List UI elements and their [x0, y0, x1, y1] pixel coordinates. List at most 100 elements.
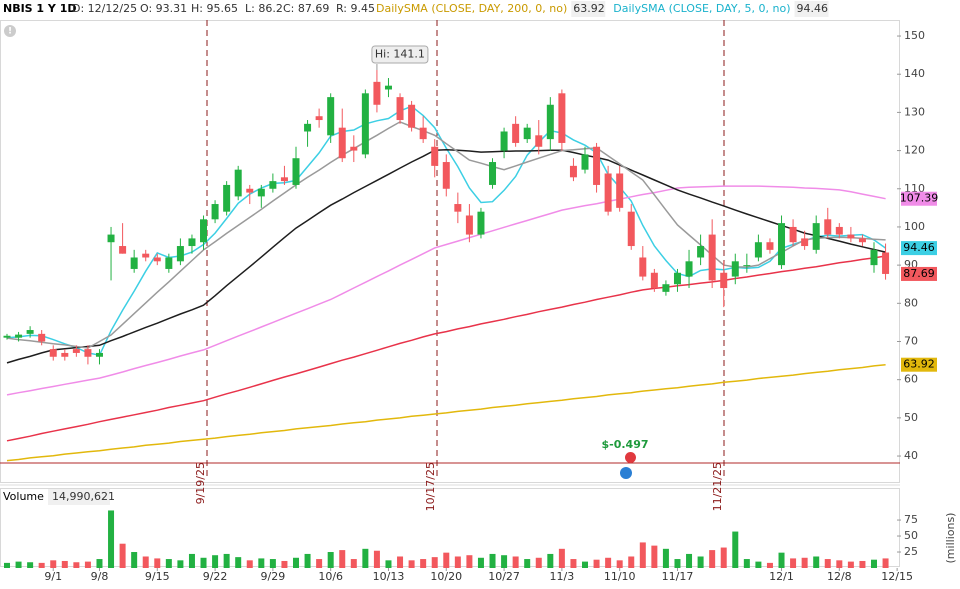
y-tick-label: 70: [904, 334, 918, 347]
candle-body: [650, 272, 658, 289]
volume-bar: [4, 562, 10, 568]
volume-bar: [501, 555, 508, 568]
candle-body: [697, 246, 705, 258]
volume-bar: [847, 561, 854, 568]
high-callout: Hi: 141.1: [375, 48, 425, 61]
volume-bar: [824, 559, 831, 568]
candle-body: [523, 127, 531, 140]
volume-bar: [362, 548, 369, 568]
y-tick-label: 120: [904, 144, 925, 157]
volume-y-tick-label: 50: [904, 529, 918, 542]
volume-bar: [212, 555, 219, 568]
symbol[interactable]: NBIS 1 Y 1D: [3, 2, 77, 15]
dividend-label: $-0.497: [601, 438, 648, 451]
candle-body: [673, 272, 681, 285]
candle-body: [3, 335, 11, 338]
volume-bar: [605, 557, 612, 568]
y-tick-label: 140: [904, 67, 925, 80]
volume-bar: [304, 553, 311, 568]
candle-body: [315, 116, 323, 121]
candle-body: [408, 104, 416, 128]
candle-body: [200, 219, 208, 243]
volume-bar: [119, 543, 126, 568]
x-tick-label: 11/3: [550, 570, 575, 583]
volume-bar: [420, 559, 427, 568]
volume-bar: [258, 558, 265, 568]
volume-bar: [235, 557, 242, 568]
volume-bar: [27, 562, 34, 568]
sma-line: [6, 185, 886, 396]
candle-body: [465, 215, 473, 235]
y-tick-label: 130: [904, 105, 925, 118]
candle-body: [246, 188, 254, 193]
volume-bar: [662, 548, 669, 568]
candle-body: [454, 204, 462, 212]
candle-body: [292, 158, 300, 185]
candle-body: [639, 257, 647, 277]
candle-body: [616, 173, 624, 208]
candle-body: [812, 223, 820, 250]
volume-bar: [165, 559, 172, 568]
legend-value-box: [794, 1, 829, 17]
volume-bar: [524, 559, 531, 568]
candle-body: [26, 330, 34, 334]
x-tick-label: 9/15: [145, 570, 170, 583]
volume-bar: [293, 557, 299, 568]
candle-body: [107, 234, 115, 243]
last-value-tag: [901, 266, 937, 281]
volume-bar: [489, 553, 496, 568]
x-tick-label: 9/22: [203, 570, 228, 583]
candle-body: [95, 352, 103, 357]
volume-bar: [512, 556, 519, 568]
candle-body: [731, 261, 739, 277]
volume-bar: [686, 553, 693, 568]
volume-bar: [709, 550, 716, 568]
candle-body: [789, 226, 797, 243]
x-tick-label: 10/27: [488, 570, 520, 583]
volume-bar: [188, 553, 195, 568]
candle-body: [373, 81, 381, 105]
x-tick-label: 11/10: [604, 570, 636, 583]
x-tick-label: 12/15: [881, 570, 913, 583]
last-value-label: 63.92: [903, 358, 935, 371]
sma-line: [6, 363, 886, 462]
last-value-label: 107.39: [900, 192, 939, 205]
volume-bar: [177, 560, 184, 568]
volume-y-tick-label: 25: [904, 545, 918, 558]
volume-bar: [15, 561, 22, 568]
earnings-icon[interactable]: [625, 452, 636, 463]
volume-bar: [582, 561, 588, 568]
candle-body: [176, 246, 184, 262]
candle-body: [627, 211, 635, 247]
x-tick-label: 11/17: [662, 570, 694, 583]
candle-body: [280, 177, 288, 182]
volume-bar: [639, 542, 646, 568]
candle-body: [593, 146, 601, 185]
x-tick-label: 12/1: [769, 570, 794, 583]
candle-body: [882, 252, 890, 274]
volume-bar: [327, 552, 334, 568]
volume-bar: [813, 556, 820, 568]
candle-body: [569, 165, 577, 178]
alert-icon[interactable]: [4, 25, 16, 37]
candle-body: [234, 169, 242, 197]
candle-body: [361, 93, 369, 155]
header-date: D: 12/12/25: [72, 2, 137, 15]
candle-body: [847, 234, 855, 239]
volume-bar: [778, 552, 785, 568]
volume-bar: [269, 559, 276, 568]
last-value-tag: [901, 191, 937, 206]
volume-bar: [628, 556, 635, 568]
x-tick-label: 9/8: [91, 570, 109, 583]
volume-bar: [790, 558, 797, 568]
candle-body: [870, 249, 878, 266]
candle-body: [500, 131, 508, 151]
volume-bar: [84, 561, 91, 568]
volume-panel: [0, 488, 900, 567]
volume-bar: [454, 556, 461, 568]
candle-body: [442, 162, 450, 189]
candle-body: [835, 226, 843, 235]
dividend-icon[interactable]: [620, 467, 632, 479]
volume-bar: [732, 531, 739, 568]
candle-body: [801, 238, 809, 247]
